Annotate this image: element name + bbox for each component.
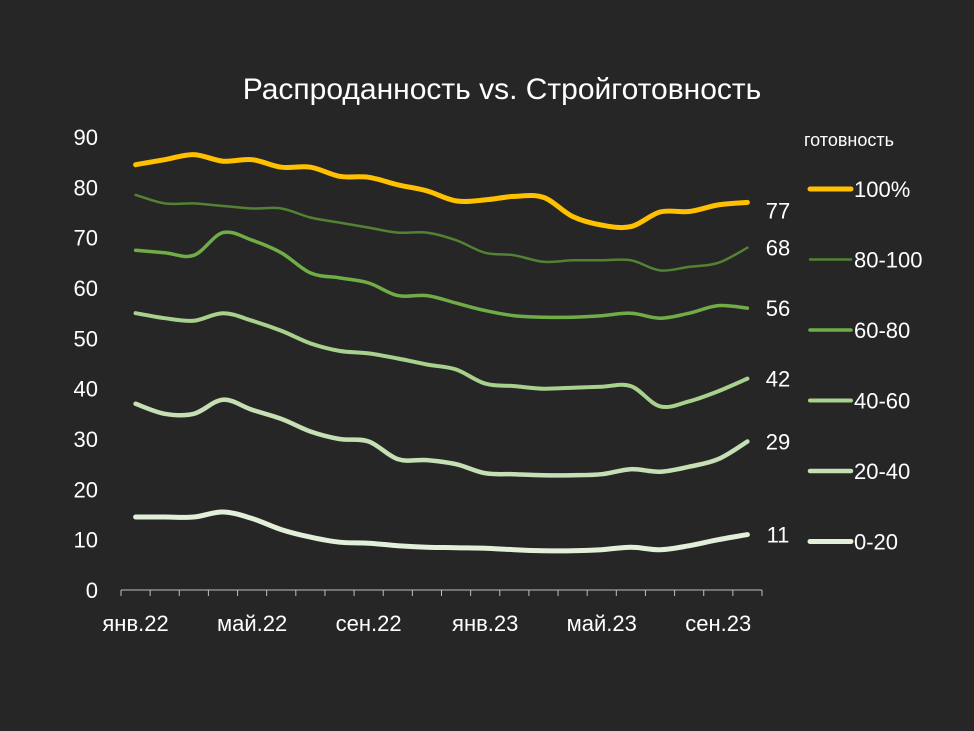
series-line-80-100: [134, 193, 749, 272]
chart-title: Распроданность vs. Стройготовность: [243, 73, 762, 106]
series-line-100%: [133, 152, 750, 231]
y-tick-label: 0: [86, 578, 98, 603]
y-tick-label: 80: [74, 175, 98, 200]
end-labels: 77 68 56 42 29 11: [766, 198, 790, 547]
x-tick-label: янв.23: [452, 611, 518, 636]
y-tick-label: 30: [74, 427, 98, 452]
legend-label-40-60: 40-60: [854, 389, 910, 414]
y-tick-label: 70: [74, 226, 98, 251]
end-label-80-100: 68: [766, 236, 790, 261]
end-label-0-20: 11: [767, 523, 790, 548]
series-lines: [133, 152, 750, 554]
y-tick-label: 10: [74, 528, 98, 553]
x-tick-label: сен.22: [336, 611, 402, 636]
y-tick-label: 60: [74, 276, 98, 301]
legend-label-20-40: 20-40: [854, 459, 910, 484]
legend-title: готовность: [804, 130, 894, 150]
x-tick-label: май.23: [567, 611, 637, 636]
end-label-40-60: 42: [766, 367, 790, 392]
end-label-20-40: 29: [766, 430, 790, 455]
legend-label-100%: 100%: [854, 177, 910, 202]
legend: готовность 100% 80-100 60-80 40-60 20-40 0-20: [804, 130, 923, 555]
series-line-60-80: [133, 230, 750, 320]
end-label-100%: 77: [766, 198, 790, 223]
legend-label-60-80: 60-80: [854, 318, 910, 343]
y-tick-label: 50: [74, 326, 98, 351]
series-line-0-20: [133, 509, 750, 554]
series-line-40-60: [133, 311, 750, 409]
y-tick-label: 90: [74, 125, 98, 150]
y-tick-label: 20: [74, 477, 98, 502]
axes: 0 10 20 30 40 50 60 70 80 90 янв.22 май.22 сен.22 янв…: [74, 125, 763, 636]
y-tick-label: 40: [74, 377, 98, 402]
end-label-60-80: 56: [766, 296, 790, 321]
x-tick-label: сен.23: [685, 611, 751, 636]
x-tick-label: май.22: [217, 611, 287, 636]
legend-label-0-20: 0-20: [854, 530, 898, 555]
x-tick-label: янв.22: [102, 611, 168, 636]
legend-label-80-100: 80-100: [854, 248, 923, 273]
series-line-20-40: [133, 397, 750, 478]
